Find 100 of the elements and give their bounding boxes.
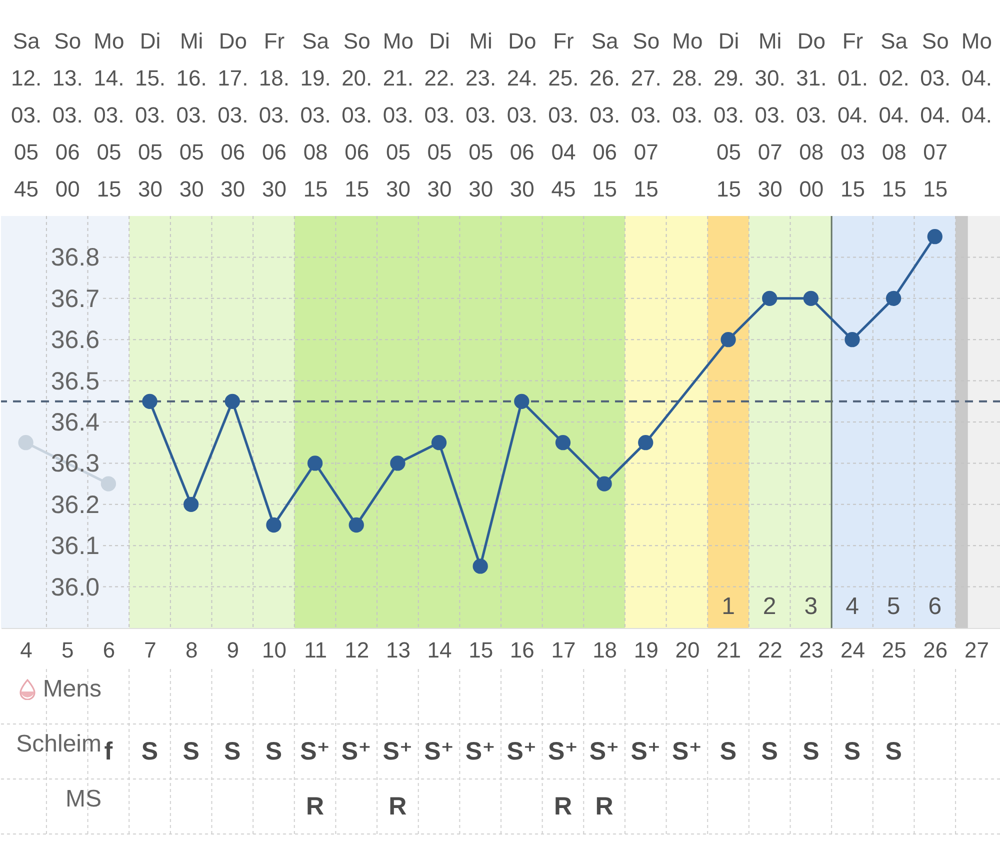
text: R xyxy=(554,792,572,820)
point xyxy=(886,290,902,306)
y-tick-label: MS xyxy=(66,786,102,812)
x-tick-label: 5 xyxy=(61,638,74,662)
text: S⁺ xyxy=(382,738,413,766)
annotation: 3 xyxy=(804,593,818,620)
point xyxy=(803,290,818,306)
point xyxy=(762,290,778,306)
x2-tick-label: So 27. 03. 07 15 xyxy=(630,28,662,202)
x2-tick-label: Di 22. 03. 05 30 xyxy=(424,28,455,202)
x-tick-label: 18 xyxy=(592,638,618,662)
x2-tick-label: Sa 19. 03. 08 15 xyxy=(300,28,331,202)
point xyxy=(555,435,571,450)
x2-tick-label: Do 17. 03. 06 30 xyxy=(218,28,248,202)
x2-tick-label: Di 15. 03. 05 30 xyxy=(134,28,166,202)
x-tick-label: 16 xyxy=(510,638,534,662)
point xyxy=(927,229,942,244)
x2-tick-label: Sa 26. 03. 06 15 xyxy=(590,28,620,202)
point xyxy=(638,435,654,450)
text: S⁺ xyxy=(630,738,661,766)
y-tick-label: 36.5 xyxy=(50,367,100,396)
x2-tick-label: Mo 21. 03. 05 30 xyxy=(382,28,414,202)
x-tick-label: 9 xyxy=(226,638,240,662)
y-tick-label: 36.7 xyxy=(50,284,100,313)
point xyxy=(390,456,406,471)
text: S xyxy=(141,738,158,766)
x-tick-label: 27 xyxy=(964,638,989,662)
x2-tick-label: So 03. 04. 07 15 xyxy=(920,28,951,202)
point xyxy=(18,435,34,450)
x2-tick-label: Do 31. 03. 08 00 xyxy=(796,28,827,202)
text: S⁺ xyxy=(589,738,620,766)
x2-tick-label: Sa 02. 04. 08 15 xyxy=(878,28,910,202)
x-tick-label: 4 xyxy=(20,638,32,662)
text: S⁺ xyxy=(506,738,537,766)
x-tick-label: 20 xyxy=(675,638,700,662)
y-tick-label: Mens xyxy=(42,676,102,702)
x2-tick-label: Mi 30. 03. 07 30 xyxy=(754,28,786,202)
text: S⁺ xyxy=(300,738,330,766)
x2-tick-label: Do 24. 03. 06 30 xyxy=(506,28,538,202)
x-tick-label: 13 xyxy=(386,638,410,662)
text: S xyxy=(885,738,902,766)
text: S xyxy=(844,738,861,766)
text: R xyxy=(595,792,614,820)
x2-tick-label: So 20. 03. 06 15 xyxy=(342,28,372,202)
x-tick-label: 19 xyxy=(634,638,658,662)
x2-tick-label: Mo 04. 04. xyxy=(961,28,992,128)
point xyxy=(307,456,323,471)
text: S⁺ xyxy=(548,738,578,766)
x-tick-label: 23 xyxy=(799,638,824,662)
x2-tick-label: Mi 23. 03. 05 30 xyxy=(466,28,496,202)
x2-tick-label: Mo 28. 03. xyxy=(672,28,703,128)
y-tick-label: 36.2 xyxy=(50,490,100,519)
point xyxy=(720,332,736,348)
x-tick-label: 11 xyxy=(304,638,327,662)
annotation: 4 xyxy=(846,593,859,620)
text: S⁺ xyxy=(424,738,454,766)
point xyxy=(266,517,282,533)
x-tick-label: 25 xyxy=(882,638,906,662)
point xyxy=(100,476,116,492)
text: S⁺ xyxy=(672,738,702,766)
text: S xyxy=(182,738,200,766)
x2-tick-label: Fr 18. 03. 06 30 xyxy=(258,28,290,202)
x2-tick-label: Di 29. 03. 05 15 xyxy=(713,28,744,202)
annotation: 2 xyxy=(762,593,776,620)
text: S xyxy=(761,738,778,766)
point xyxy=(224,394,240,409)
x-tick-label: 26 xyxy=(923,638,948,662)
x-tick-label: 22 xyxy=(758,638,782,662)
text: S⁺ xyxy=(341,738,372,766)
x2-tick-label: Mi 16. 03. 05 30 xyxy=(176,28,207,202)
point xyxy=(348,517,364,533)
x-tick-label: 21 xyxy=(716,638,742,662)
x-tick-label: 24 xyxy=(840,638,865,662)
x-tick-label: 10 xyxy=(262,638,286,662)
x-tick-label: 12 xyxy=(344,638,370,662)
point xyxy=(431,435,447,450)
x-tick-label: 7 xyxy=(144,638,156,662)
text: S xyxy=(720,738,737,766)
text: S⁺ xyxy=(465,738,496,766)
point xyxy=(844,332,860,348)
x2-tick-label: Fr 01. 04. 03 15 xyxy=(837,28,868,202)
point xyxy=(596,476,612,492)
text: S xyxy=(802,738,820,766)
x2-tick-label: Mo 14. 03. 05 15 xyxy=(94,28,124,202)
x-tick-label: 15 xyxy=(468,638,494,662)
point xyxy=(142,394,158,409)
annotation: 5 xyxy=(886,593,900,620)
point xyxy=(184,496,199,512)
x2-tick-label: So 13. 03. 06 00 xyxy=(52,28,83,202)
x-tick-label: 6 xyxy=(102,638,116,662)
y-tick-label: 36.4 xyxy=(50,408,100,436)
y-tick-label: 36.8 xyxy=(50,244,100,272)
text: R xyxy=(388,792,407,820)
point xyxy=(514,394,530,409)
x-tick-label: 8 xyxy=(185,638,198,662)
y-tick-label: 36.6 xyxy=(50,326,100,354)
y-tick-label: Schleim xyxy=(16,730,102,758)
annotation: 6 xyxy=(928,593,942,620)
text: f xyxy=(104,738,113,766)
x-tick-label: 17 xyxy=(551,638,576,662)
